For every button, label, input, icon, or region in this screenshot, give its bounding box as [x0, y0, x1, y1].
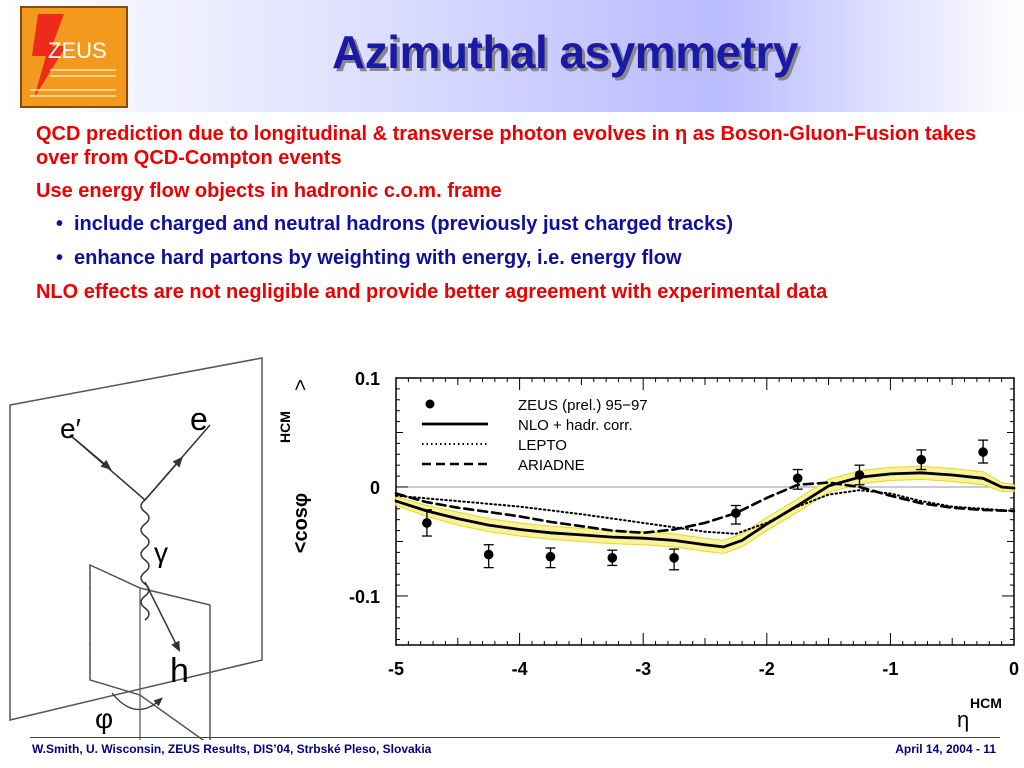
zeus-logo: ZEUS — [20, 6, 128, 108]
series-solid-line — [394, 471, 1016, 549]
data-point — [854, 470, 865, 480]
x-tick-label: -2 — [759, 659, 775, 679]
y-axis-label-end: > — [290, 379, 312, 391]
y-tick-label: 0.1 — [355, 369, 380, 389]
data-point — [792, 473, 803, 484]
lightning-icon — [32, 14, 66, 98]
hadron-line — [144, 581, 181, 653]
nlo-uncertainty-band — [395, 465, 1015, 554]
data-point — [978, 447, 988, 457]
data-point — [545, 551, 556, 562]
sub-bullet-1: • include charged and neutral hadrons (pr… — [56, 212, 996, 236]
bullet-2: Use energy flow objects in hadronic c.o.… — [36, 180, 502, 202]
y-tick-label: -0.1 — [349, 587, 380, 607]
series-dotted-line — [395, 489, 1015, 535]
data-point — [483, 549, 494, 560]
y-axis-label-main: <cosφ — [290, 493, 312, 553]
x-tick-label: -3 — [635, 659, 651, 679]
y-axis-label-sup: HCM — [277, 411, 293, 443]
x-tick-label: -5 — [388, 659, 404, 679]
x-tick-label: 0 — [1009, 659, 1019, 679]
data-point — [669, 553, 679, 563]
phi-arc — [111, 692, 163, 710]
label-e-prime: e′ — [60, 413, 81, 444]
label-phi: φ — [95, 703, 113, 734]
scattering-diagram: e′ e γ h φ — [9, 357, 263, 740]
x-tick-label: -4 — [512, 659, 528, 679]
data-point — [916, 454, 927, 465]
data-point — [422, 518, 432, 528]
data-point — [731, 508, 741, 518]
lepton-plane — [9, 357, 263, 721]
data-point — [607, 553, 618, 563]
footer-left: W.Smith, U. Wisconsin, ZEUS Results, DIS… — [32, 742, 432, 756]
y-tick-label: 0 — [370, 478, 380, 498]
legend-label: ZEUS (prel.) 95−97 — [518, 397, 648, 414]
logo-text: ZEUS — [48, 38, 107, 63]
footer-right: April 14, 2004 - 11 — [895, 742, 996, 756]
x-tick-label: -1 — [882, 659, 898, 679]
footer-divider — [30, 737, 1000, 738]
bullet-3: NLO effects are not negligible and provi… — [36, 281, 828, 303]
legend-label: LEPTO — [518, 437, 567, 454]
x-axis-label-main: η — [957, 707, 969, 732]
label-h: h — [170, 652, 189, 690]
legend-label: NLO + hadr. corr. — [518, 417, 633, 434]
bullet-dot-icon: • — [56, 213, 64, 235]
bullet-dot-icon: • — [56, 247, 64, 269]
axis-labels: <cosφ HCM > η HCM — [277, 379, 1002, 732]
sub-bullet-1-text: include charged and neutral hadrons (pre… — [74, 213, 734, 235]
label-gamma: γ — [154, 537, 168, 568]
label-e: e — [190, 401, 208, 437]
header-band — [0, 0, 1024, 112]
legend-marker-points — [425, 399, 435, 409]
legend: ZEUS (prel.) 95−97 NLO + hadr. corr. LEPTO… — [422, 397, 648, 474]
legend-label: ARIADNE — [518, 457, 585, 474]
asymmetry-chart: -5 -4 -3 -2 -1 0 0.1 0 -0.1 ZEUS (prel.) 95−97 NL… — [277, 369, 1019, 732]
sub-bullet-2-text: enhance hard partons by weighting with e… — [74, 247, 682, 269]
sub-bullet-2: • enhance hard partons by weighting with … — [56, 246, 996, 270]
photon-line — [140, 499, 150, 621]
plot-frame — [395, 377, 1015, 646]
series-dashed-line — [394, 481, 1016, 535]
x-axis-label-sup: HCM — [970, 695, 1002, 711]
slide-title: Azimuthal asymmetry — [332, 26, 799, 78]
bullet-1: QCD prediction due to longitudinal & tra… — [36, 123, 977, 169]
bullet-list: QCD prediction due to longitudinal & tra… — [36, 122, 996, 313]
